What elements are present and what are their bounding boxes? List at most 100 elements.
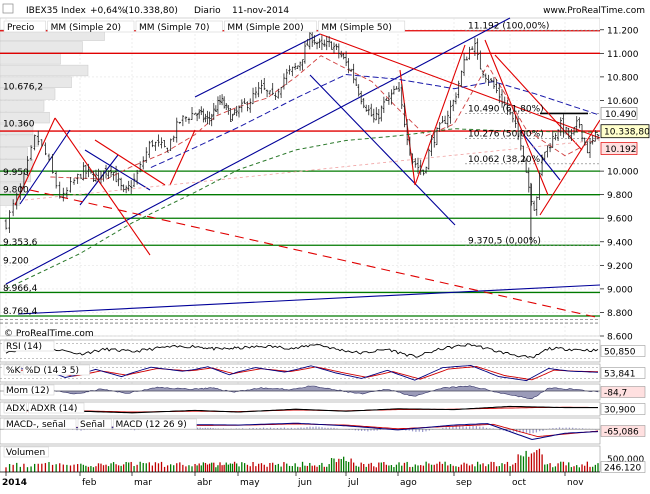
month-label: nov <box>567 478 584 488</box>
volume-profile-bar <box>0 135 39 147</box>
red-sep-fall2[interactable] <box>494 54 583 151</box>
pane-title: ADXR (14) <box>31 404 78 414</box>
stoch-k-line[interactable] <box>5 364 599 382</box>
blue-feb-fall[interactable] <box>84 149 151 191</box>
axis-background <box>600 18 650 490</box>
blue-early-trend[interactable] <box>19 129 71 205</box>
fib-level-label: 10.276 (50,00%) <box>468 130 544 140</box>
pane-title-box[interactable] <box>3 340 55 352</box>
legend-item-box[interactable] <box>47 20 135 33</box>
pane-mom[interactable]: Mom (12) <box>0 383 601 401</box>
price-tick-label: 8.800 <box>607 309 633 319</box>
price-tick-label: 11.000 <box>607 50 639 60</box>
pane-title: RSI (14) <box>6 342 42 352</box>
price-marker-label: 10.490 <box>605 110 637 120</box>
volume-profile-bar <box>0 147 28 159</box>
red-mar-line[interactable] <box>169 129 196 186</box>
pane-value-box <box>600 425 646 437</box>
volume-profile-bar <box>0 100 45 112</box>
pane-adx[interactable]: ADX ADXR (14) <box>0 401 601 417</box>
momentum-area[interactable] <box>5 385 599 399</box>
blue-long-support[interactable] <box>17 284 601 315</box>
legend-item-sma50: MM (Simple 50) <box>321 23 391 33</box>
price-marker-box <box>600 142 638 155</box>
price-tick-label: 11.200 <box>607 26 639 36</box>
blue-fall-line[interactable] <box>309 74 456 226</box>
legend-item-sma70: MM (Simple 70) <box>139 23 209 33</box>
month-label: jul <box>347 478 359 488</box>
price-marker-label: 10.192 <box>605 145 637 155</box>
red-early-rise[interactable] <box>14 117 56 206</box>
brand-label: www.ProRealTime.com <box>543 6 645 16</box>
pane-rsi[interactable]: RSI (14) <box>0 339 601 363</box>
pane-title: Mom (12) <box>6 386 49 396</box>
red-aug-rise[interactable] <box>414 44 466 186</box>
price-tick-label: 10.000 <box>607 168 639 178</box>
pane-title-box[interactable] <box>113 418 197 430</box>
pane-title-box[interactable] <box>22 364 90 376</box>
pane-title-box[interactable] <box>3 364 22 376</box>
month-label: feb <box>82 478 97 488</box>
pane-macd[interactable]: MACD-, señal Señal MACD (12 26 9) <box>0 417 601 445</box>
left-level-label: 9.200 <box>3 256 29 266</box>
price-marker-box <box>600 107 638 120</box>
red-oct-rise[interactable] <box>539 119 601 216</box>
legend-item-sma20: MM (Simple 20) <box>51 23 121 33</box>
fib-level-label: 10.062 (38,20%) <box>468 155 544 165</box>
adx-line[interactable] <box>5 405 598 414</box>
chart-type-icon[interactable] <box>2 3 14 14</box>
left-level-label: 10.360 <box>3 120 35 130</box>
red-dashed-support[interactable] <box>29 189 601 319</box>
price-plot-area <box>0 17 601 337</box>
price-tick-label: 9.400 <box>607 238 633 248</box>
volume-profile-bar <box>0 123 34 136</box>
red-sep-fall[interactable] <box>484 39 549 196</box>
last-price: (10.338,80) <box>125 6 178 16</box>
price-tick-label: 10.800 <box>607 73 639 83</box>
left-level-label: 9.800 <box>3 186 29 196</box>
pane-stoch[interactable]: %K %D (14 3 5) <box>0 363 601 383</box>
pane-vol[interactable]: Volumen <box>0 445 601 473</box>
price-tick-label: 10.600 <box>607 97 639 107</box>
current-price-box <box>600 124 650 139</box>
price-pane[interactable]: 11.192 (100,00%) 10.490 (61,80%) 10.276 (5… <box>0 17 601 472</box>
volume-profile-bar <box>0 41 83 53</box>
stoch-d-line[interactable] <box>5 366 598 381</box>
rsi-line[interactable] <box>5 343 599 358</box>
header-bar <box>0 0 650 18</box>
legend-item-box[interactable] <box>135 20 223 33</box>
pane-title-box[interactable] <box>77 418 112 430</box>
legend-item-box[interactable] <box>224 20 317 33</box>
legend-item-box[interactable] <box>318 20 406 33</box>
legend-item-box[interactable] <box>3 20 46 33</box>
left-level-label: 10.676,2 <box>3 82 43 92</box>
pane-title-box[interactable] <box>3 418 77 430</box>
left-level-label: 8.769,4 <box>3 307 38 317</box>
price-tick-label: 9.200 <box>607 262 633 272</box>
pane-value-box <box>600 367 646 379</box>
month-axis-bg <box>0 472 600 490</box>
red-fall-line[interactable] <box>54 117 151 256</box>
ma-line-sma70[interactable] <box>150 73 599 169</box>
pane-title-box[interactable] <box>3 402 27 414</box>
blue-trend-line[interactable] <box>5 17 511 285</box>
pane-title-box[interactable] <box>3 384 55 396</box>
pane-title-box[interactable] <box>28 402 85 414</box>
price-tick-label: 9.600 <box>607 215 633 225</box>
red-downtrend[interactable] <box>319 33 601 139</box>
ma-line-sma200[interactable] <box>5 128 598 290</box>
month-label: may <box>240 478 260 488</box>
current-price-label: 10.338,80 <box>604 128 650 138</box>
pane-title-box[interactable] <box>3 446 49 458</box>
pane-title: Volumen <box>6 448 45 458</box>
volume-profile-bar <box>0 88 56 100</box>
blue-channel-upper[interactable] <box>194 33 321 98</box>
month-label: abr <box>197 478 212 488</box>
month-axis: 2014 feb mar abr may jun jul ago sep oct nov <box>0 471 600 490</box>
price-legend: Precio MM (Simple 20) MM (Simple 70) MM (Si… <box>3 20 406 33</box>
blue-feb-trend[interactable] <box>79 154 119 206</box>
red-feb-line[interactable] <box>94 139 166 186</box>
pane-value-label: 246.120 <box>604 464 641 474</box>
blue-oct-line[interactable] <box>519 129 561 181</box>
